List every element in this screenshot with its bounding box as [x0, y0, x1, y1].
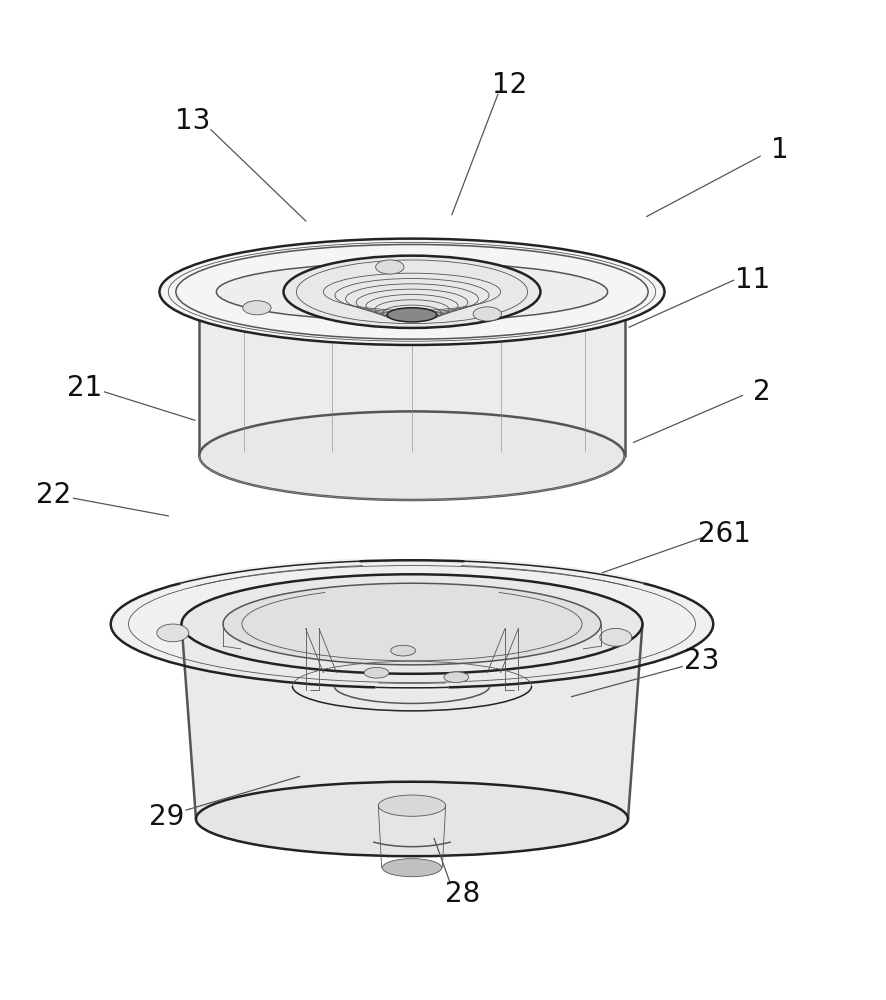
- Text: 11: 11: [735, 266, 771, 294]
- Text: 2: 2: [753, 378, 771, 406]
- Polygon shape: [199, 292, 625, 500]
- Text: 28: 28: [445, 880, 480, 908]
- Text: 261: 261: [698, 520, 751, 548]
- Text: 1: 1: [771, 136, 789, 164]
- Ellipse shape: [284, 256, 540, 328]
- Ellipse shape: [391, 645, 416, 656]
- Ellipse shape: [364, 667, 389, 678]
- Text: 13: 13: [175, 107, 211, 135]
- Ellipse shape: [159, 239, 664, 345]
- Text: 12: 12: [492, 71, 527, 99]
- Ellipse shape: [243, 301, 271, 315]
- Ellipse shape: [376, 260, 404, 274]
- Text: 22: 22: [35, 481, 71, 509]
- Ellipse shape: [600, 628, 632, 646]
- Text: 29: 29: [149, 803, 184, 831]
- Polygon shape: [182, 624, 642, 856]
- Ellipse shape: [182, 574, 642, 674]
- Ellipse shape: [216, 262, 608, 321]
- Ellipse shape: [387, 308, 437, 322]
- Ellipse shape: [378, 795, 446, 816]
- Ellipse shape: [196, 782, 628, 856]
- Text: 21: 21: [66, 374, 102, 402]
- Ellipse shape: [383, 859, 441, 877]
- Ellipse shape: [111, 560, 713, 688]
- Ellipse shape: [199, 411, 625, 500]
- Ellipse shape: [157, 624, 189, 642]
- Ellipse shape: [473, 307, 501, 321]
- Text: 23: 23: [684, 647, 719, 675]
- Ellipse shape: [223, 583, 601, 665]
- Ellipse shape: [444, 672, 469, 683]
